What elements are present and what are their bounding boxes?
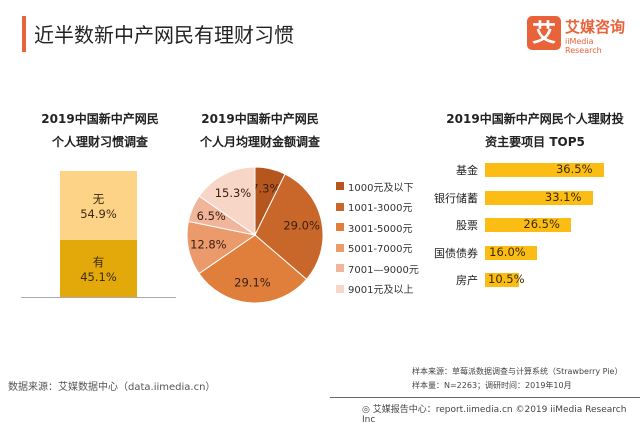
pie-slice [198, 234, 308, 304]
legend-item: 1000元及以下 [336, 176, 419, 197]
slice-label: 12.8% [190, 238, 227, 252]
bar [485, 190, 593, 205]
legend-item: 1001-3000元 [336, 197, 419, 218]
legend-item: 9001元及以上 [336, 279, 419, 300]
title-accent-bar [22, 16, 26, 52]
copyright: ◎ 艾媒报告中心：report.iimedia.cn ©2019 iiMedia… [362, 402, 640, 425]
title-line: 2019中国新中产网民 [41, 112, 159, 126]
title-line: 2019中国新中产网民 [201, 112, 319, 126]
page-title: 近半数新中产网民有理财习惯 [34, 23, 294, 47]
legend-label: 5001-7000元 [348, 244, 413, 256]
top5-chart-title: 2019中国新中产网民个人理财投 资主要项目 TOP5 [430, 108, 640, 154]
top5-bar-chart: 基金 36.5% 银行储蓄 33.1% 股票 26.5% 国债债券 16.0% 房产 10.5% [410, 162, 640, 302]
baseline [21, 297, 176, 298]
legend-label: 7001—9000元 [348, 264, 419, 276]
bar [485, 245, 538, 260]
segment-name: 无 [92, 191, 105, 206]
habit-chart-title: 2019中国新中产网民 个人理财习惯调查 [0, 108, 200, 154]
legend-item: 3001-5000元 [336, 217, 419, 238]
segment-value: 45.1% [80, 269, 117, 284]
footer-divider [330, 397, 640, 398]
legend-swatch [336, 243, 344, 252]
legend-swatch [336, 182, 344, 191]
pie-chart: 7.3% 29.0% 29.1% 12.8% 6.5% 15.3% [186, 166, 324, 304]
bar-value: 16.0% [489, 244, 526, 259]
title-line: 个人月均理财金额调查 [199, 135, 320, 149]
sample-size: 样本量：N=2263；调研时间：2019年10月 [412, 381, 572, 390]
pie-slice [198, 166, 256, 236]
slice-label: 6.5% [197, 209, 226, 223]
segment-name: 有 [92, 254, 105, 269]
legend-label: 1000元及以下 [348, 182, 414, 194]
logo-cn: 艾媒咨询 [565, 18, 626, 36]
bar-value: 10.5% [488, 272, 525, 286]
legend-swatch [336, 223, 344, 232]
bar-value: 36.5% [555, 162, 593, 176]
title-line: 资主要项目 TOP5 [485, 135, 585, 149]
category-label: 银行储蓄 [434, 191, 478, 205]
slice-label: 29.1% [234, 276, 271, 290]
legend-item: 7001—9000元 [336, 258, 419, 279]
stacked-bar: 无 54.9% 有 45.1% [60, 171, 137, 297]
legend-item: 5001-7000元 [336, 238, 419, 259]
logo-en: iiMedia Research [565, 37, 602, 55]
bar-segment-yes: 有 45.1% [60, 240, 137, 297]
legend-swatch [336, 284, 344, 293]
bar [485, 163, 604, 177]
bar-value: 26.5% [523, 217, 560, 231]
legend-label: 9001元及以上 [348, 285, 414, 297]
slice-label: 29.0% [283, 218, 320, 232]
title-line: 2019中国新中产网民个人理财投 [446, 112, 624, 126]
segment-value: 54.9% [80, 206, 117, 221]
bar-segment-no: 无 54.9% [60, 171, 137, 241]
sample-source: 样本来源：草莓派数据调查与计算系统（Strawberry Pie） [412, 367, 623, 376]
data-source: 数据来源：艾媒数据中心（data.iimedia.cn） [8, 382, 216, 393]
legend-swatch [336, 202, 344, 211]
bar-value: 33.1% [544, 189, 582, 204]
title-line: 个人理财习惯调查 [51, 135, 148, 149]
report-icon: ◎ [362, 405, 373, 415]
slice-label: 15.3% [215, 186, 252, 200]
pie-chart-title: 2019中国新中产网民 个人月均理财金额调查 [180, 108, 340, 154]
logo: 艾 艾媒咨询 iiMedia Research [527, 16, 627, 55]
slice-label: 7.3% [251, 182, 280, 196]
category-label: 股票 [456, 219, 478, 232]
category-label: 国债债券 [434, 246, 478, 260]
legend-label: 3001-5000元 [348, 223, 413, 235]
pie-slice [254, 173, 324, 281]
pie-legend: 1000元及以下 1001-3000元 3001-5000元 5001-7000元 70… [336, 176, 419, 299]
legend-swatch [336, 264, 344, 273]
category-label: 房产 [456, 274, 478, 287]
logo-mark: 艾 [527, 16, 561, 50]
category-label: 基金 [456, 164, 478, 177]
bar [485, 218, 572, 232]
copyright-text: 艾媒报告中心：report.iimedia.cn ©2019 iiMedia R… [362, 405, 627, 425]
bar [485, 273, 520, 287]
legend-label: 1001-3000元 [348, 203, 413, 215]
